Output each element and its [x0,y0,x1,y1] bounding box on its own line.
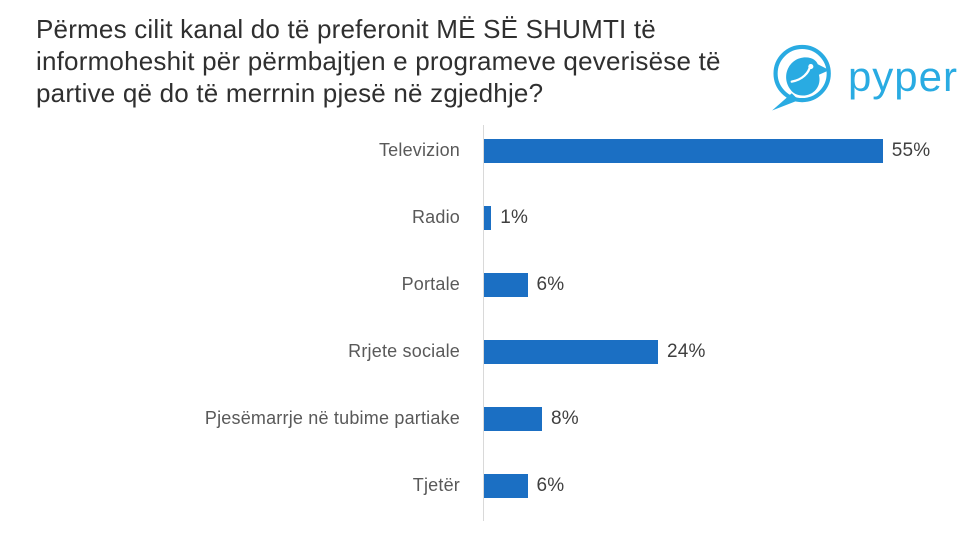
value-label: 55% [891,139,931,161]
y-axis-line [483,125,484,521]
chart-row-televizion: Televizion 55% [0,117,980,184]
value-label: 24% [667,340,706,362]
pyper-logo: pyper [764,40,958,114]
bar-pjesemarrje [484,406,542,431]
category-label: Portale [401,274,460,294]
brand-name: pyper [847,53,958,100]
bar-portale [484,272,528,297]
bird-logo-icon [764,40,838,114]
category-label: Tjetër [412,475,460,495]
chart-row-radio: Radio 1% [0,184,980,251]
bar-chart: Televizion 55% Radio 1% Portale 6% Rrjet… [0,117,980,521]
value-label: 1% [500,206,529,228]
chart-row-portale: Portale 6% [0,251,980,318]
category-label: Rrjete sociale [348,341,460,361]
value-label: 6% [536,273,565,295]
bar-televizion [484,138,883,163]
value-label: 8% [551,407,579,429]
chart-row-rrjete-sociale: Rrjete sociale 24% [0,318,980,385]
category-label: Pjesëmarrje në tubime partiake [204,408,460,428]
chart-question-title: Përmes cilit kanal do të preferonit MË S… [36,14,721,108]
bar-rrjete-sociale [484,339,658,364]
bar-radio [484,205,492,230]
chart-row-pjesemarrje: Pjesëmarrje në tubime partiake 8% [0,385,980,452]
category-label: Radio [411,207,460,227]
chart-row-tjeter: Tjetër 6% [0,452,980,519]
category-label: Televizion [378,140,460,160]
bar-tjeter [484,473,528,498]
value-label: 6% [536,474,565,496]
